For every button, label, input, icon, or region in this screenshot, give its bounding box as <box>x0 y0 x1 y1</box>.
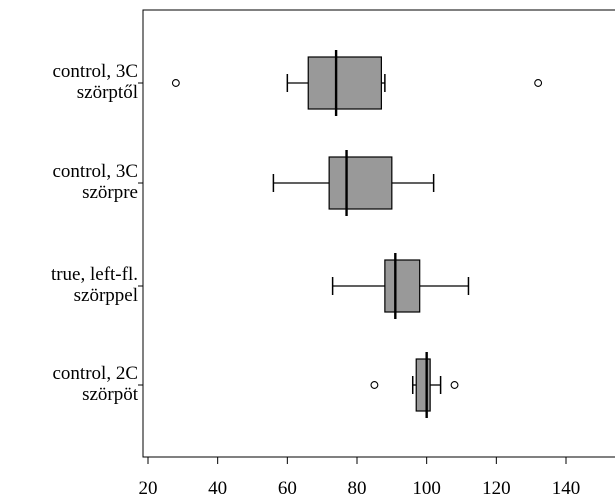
iqr-box <box>384 259 421 313</box>
plot-frame <box>142 9 615 458</box>
outlier-point <box>370 381 379 389</box>
category-label-line: szörpöt <box>82 384 139 405</box>
x-tick-label: 100 <box>412 478 441 499</box>
category-label-line: true, left-fl. <box>51 264 138 285</box>
category-label-line: szörpre <box>82 182 138 203</box>
category-label-line: control, 2C <box>53 363 139 384</box>
category-label-line: control, 3C <box>53 61 139 82</box>
x-tick-label: 80 <box>348 478 367 499</box>
iqr-box <box>307 56 382 110</box>
x-tick-label: 120 <box>482 478 511 499</box>
x-tick-label: 40 <box>208 478 227 499</box>
boxes-layer <box>171 50 543 418</box>
x-tick-label: 60 <box>278 478 297 499</box>
x-axis: 20 40 60 80 100 120 140 <box>139 457 581 499</box>
iqr-box <box>328 156 393 210</box>
box-group-3 <box>370 352 459 418</box>
box-group-1 <box>272 150 435 216</box>
iqr-box <box>415 358 431 412</box>
outlier-point <box>171 79 180 87</box>
x-tick-label: 20 <box>139 478 158 499</box>
box-group-0 <box>171 50 543 116</box>
category-label-line: szörptől <box>77 82 138 103</box>
x-tick-label: 140 <box>552 478 581 499</box>
outlier-point <box>534 79 543 87</box>
outlier-point <box>450 381 459 389</box>
category-label-line: control, 3C <box>53 161 139 182</box>
box-group-2 <box>331 253 470 319</box>
category-label-line: szörppel <box>74 285 138 306</box>
